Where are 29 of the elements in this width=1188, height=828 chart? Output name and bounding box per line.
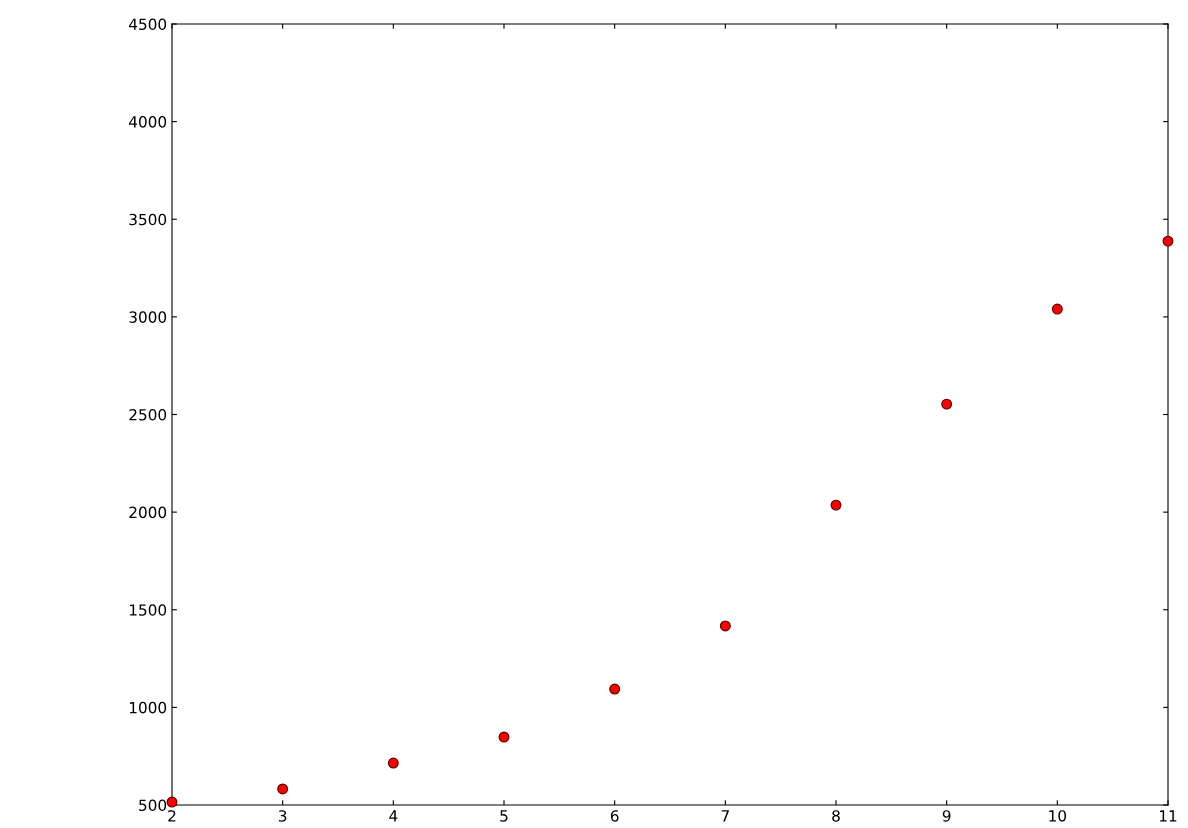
y-tick-label: 1000: [129, 701, 167, 714]
point: [1051, 303, 1063, 315]
x-tick-label: 8: [832, 810, 840, 822]
x-tick-label: 4: [389, 810, 398, 822]
point: [387, 757, 399, 769]
point: [498, 731, 510, 743]
y-tick-label: 2000: [129, 506, 167, 519]
y-tick-label: 2500: [129, 408, 167, 421]
x-tick-label: 9: [942, 810, 951, 822]
y-tick-label: 500: [139, 799, 167, 812]
point: [719, 620, 731, 632]
y-tick-label: 4000: [129, 116, 167, 128]
point: [166, 796, 178, 808]
x-tick-label: 10: [1049, 810, 1067, 822]
x-tick-label: 3: [278, 810, 287, 822]
point: [277, 783, 289, 795]
x-tick-label: 7: [721, 810, 729, 822]
x-tick-label: 6: [610, 810, 619, 822]
y-tick-label: 4500: [129, 18, 167, 31]
x-tick-label: 2: [168, 810, 176, 822]
y-tick-label: 3500: [129, 213, 167, 226]
point: [609, 683, 621, 695]
point: [941, 398, 953, 410]
y-tick-label: 1500: [129, 604, 167, 616]
point: [1162, 235, 1174, 247]
y-tick-label: 3000: [129, 311, 167, 323]
x-tick-label: 5: [500, 810, 508, 822]
x-tick-label: 11: [1159, 810, 1177, 822]
point: [830, 499, 842, 511]
